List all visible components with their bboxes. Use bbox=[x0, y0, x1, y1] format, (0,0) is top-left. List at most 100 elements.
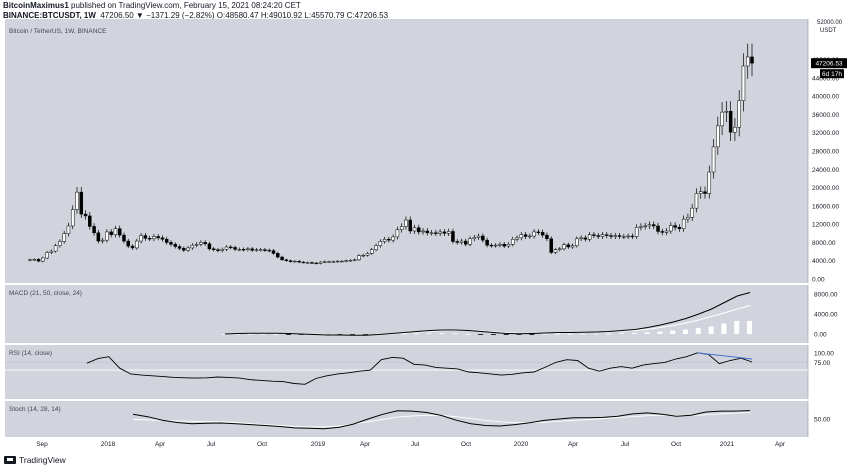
publish-line: BitcoinMaximus1 published on TradingView… bbox=[3, 1, 301, 10]
candle-body bbox=[558, 248, 562, 250]
candle-body bbox=[374, 245, 378, 250]
x-axis-label: Apr bbox=[360, 441, 371, 448]
price-axis-label: 20000.00 bbox=[812, 185, 839, 192]
candle-body bbox=[357, 255, 361, 261]
macd-histogram-bar bbox=[747, 321, 752, 334]
candle-body bbox=[318, 261, 323, 264]
candle-body bbox=[417, 227, 421, 233]
candle-body bbox=[378, 241, 383, 246]
candle-body bbox=[626, 235, 630, 238]
candle-body bbox=[434, 232, 438, 234]
x-axis-label: Sep bbox=[36, 441, 48, 448]
panel-title-0: Bitcoin / TetherUS, 1W, BINANCE bbox=[9, 28, 107, 35]
x-axis-label: 2020 bbox=[514, 441, 529, 448]
price-axis-label: 52000.00 bbox=[817, 20, 843, 26]
candle-body bbox=[310, 262, 314, 264]
ohlc-values: 47206.50 ▼ −1371.29 (−2.82%) O:48580.47 … bbox=[100, 11, 389, 20]
candle-body bbox=[613, 235, 618, 237]
candle-body bbox=[622, 236, 626, 238]
x-axis-label: Jul bbox=[411, 441, 420, 448]
candle-body bbox=[425, 230, 430, 234]
candle-body bbox=[297, 260, 301, 263]
candle-body bbox=[58, 241, 62, 246]
macd-histogram-bar bbox=[362, 334, 368, 335]
author-name[interactable]: BitcoinMaximus1 bbox=[3, 1, 69, 10]
macd-histogram-bar bbox=[516, 334, 522, 335]
panel-title-1: MACD (21, 50, close, 24) bbox=[9, 290, 82, 297]
candle-body bbox=[728, 110, 733, 133]
x-axis-label: 2018 bbox=[101, 441, 116, 448]
candle-body bbox=[173, 244, 178, 247]
candle-body bbox=[164, 238, 169, 243]
candle-body bbox=[387, 238, 391, 241]
candle-body bbox=[634, 227, 639, 237]
x-axis-label: Jul bbox=[621, 441, 630, 448]
candle-body bbox=[293, 260, 297, 263]
candle-body bbox=[587, 234, 592, 240]
candle-body bbox=[229, 246, 233, 249]
price-axis-label: 44000.00 bbox=[812, 75, 839, 82]
candle-body bbox=[549, 238, 553, 253]
x-axis-label: Oct bbox=[461, 441, 471, 448]
price-axis-label: 36000.00 bbox=[812, 112, 839, 119]
candle-body bbox=[177, 246, 182, 249]
candle-body bbox=[207, 243, 212, 250]
candle-body bbox=[566, 244, 571, 248]
candle-body bbox=[707, 171, 712, 194]
candle-body bbox=[220, 249, 224, 251]
candle-body bbox=[49, 250, 54, 253]
x-axis-label: Oct bbox=[257, 441, 267, 448]
panel-background-0 bbox=[5, 19, 808, 283]
macd-histogram-bar bbox=[631, 333, 637, 334]
candle-body bbox=[250, 248, 254, 251]
candle-body bbox=[135, 240, 139, 249]
candle-body bbox=[391, 236, 395, 241]
candle-body bbox=[404, 219, 408, 227]
macd-histogram-bar bbox=[542, 333, 548, 335]
stoch-axis-label: 50.00 bbox=[814, 417, 831, 424]
candle-body bbox=[579, 237, 583, 240]
candle-body bbox=[88, 215, 92, 227]
price-axis-label: 28000.00 bbox=[812, 149, 839, 156]
candle-body bbox=[493, 244, 498, 247]
candle-body bbox=[745, 56, 750, 67]
candle-body bbox=[126, 240, 131, 247]
candle-body bbox=[276, 253, 280, 258]
candle-body bbox=[664, 230, 669, 233]
tradingview-logo[interactable]: TradingView bbox=[4, 455, 66, 465]
candle-body bbox=[169, 242, 173, 245]
candle-body bbox=[344, 260, 348, 262]
candle-body bbox=[711, 146, 716, 173]
candle-body bbox=[143, 235, 148, 239]
macd-histogram-bar bbox=[670, 330, 676, 334]
candle-body bbox=[515, 237, 519, 240]
candle-body bbox=[481, 235, 485, 241]
candle-body bbox=[190, 244, 195, 249]
candle-body bbox=[53, 245, 58, 252]
candle-body bbox=[681, 218, 686, 229]
macd-line bbox=[224, 292, 751, 336]
candle-body bbox=[340, 260, 344, 263]
candle-body bbox=[211, 248, 216, 250]
candle-body bbox=[438, 231, 442, 234]
candle-body bbox=[592, 234, 596, 236]
candle-body bbox=[673, 225, 677, 228]
macd-histogram-bar bbox=[593, 333, 599, 335]
macd-histogram-bar bbox=[734, 321, 740, 334]
candle-body bbox=[476, 235, 481, 238]
candle-body bbox=[28, 259, 32, 261]
candle-body bbox=[459, 240, 464, 243]
candle-body bbox=[523, 234, 528, 237]
candle-body bbox=[237, 249, 242, 251]
macd-histogram-bar bbox=[721, 323, 727, 334]
countdown-tag bbox=[820, 69, 844, 79]
x-axis-label: 2019 bbox=[311, 441, 326, 448]
candle-body bbox=[41, 257, 45, 262]
macd-axis-label: 0.00 bbox=[814, 332, 827, 339]
publish-info: published on TradingView.com, February 1… bbox=[68, 1, 301, 10]
macd-histogram-bar bbox=[554, 333, 560, 335]
candle-body bbox=[113, 228, 118, 235]
candle-body bbox=[75, 191, 79, 210]
candle-body bbox=[690, 207, 694, 218]
